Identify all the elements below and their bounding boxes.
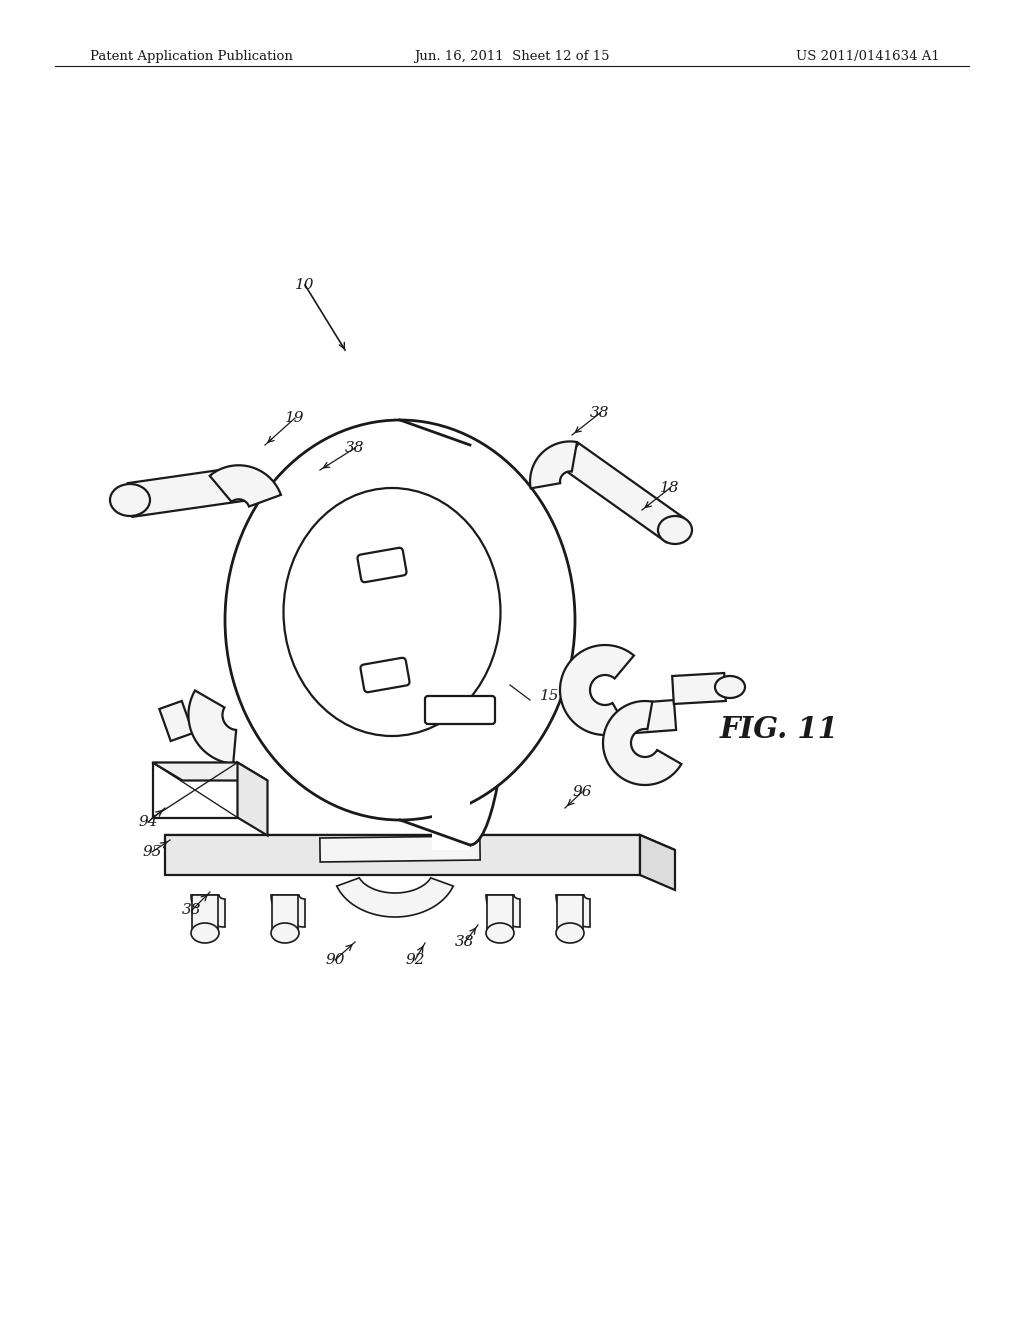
Ellipse shape bbox=[110, 484, 150, 516]
Polygon shape bbox=[153, 763, 267, 780]
Text: US 2011/0141634 A1: US 2011/0141634 A1 bbox=[797, 50, 940, 63]
Ellipse shape bbox=[284, 488, 501, 737]
Ellipse shape bbox=[431, 445, 509, 845]
Ellipse shape bbox=[271, 923, 299, 942]
FancyBboxPatch shape bbox=[357, 548, 407, 582]
Polygon shape bbox=[193, 895, 218, 931]
Text: 38: 38 bbox=[590, 407, 609, 420]
Text: 19: 19 bbox=[286, 411, 305, 425]
Text: 38: 38 bbox=[345, 441, 365, 455]
Polygon shape bbox=[640, 836, 675, 890]
Polygon shape bbox=[271, 895, 305, 927]
Polygon shape bbox=[211, 768, 249, 808]
Ellipse shape bbox=[225, 420, 575, 820]
Text: 18: 18 bbox=[660, 480, 680, 495]
Text: Patent Application Publication: Patent Application Publication bbox=[90, 50, 293, 63]
FancyBboxPatch shape bbox=[425, 696, 495, 723]
Polygon shape bbox=[530, 441, 577, 488]
Text: 15: 15 bbox=[540, 689, 559, 704]
FancyBboxPatch shape bbox=[360, 657, 410, 692]
Polygon shape bbox=[603, 701, 681, 785]
Polygon shape bbox=[487, 895, 513, 931]
Polygon shape bbox=[557, 895, 583, 931]
Polygon shape bbox=[672, 673, 726, 704]
Polygon shape bbox=[561, 444, 684, 543]
Bar bbox=[153, 763, 238, 817]
Text: 96: 96 bbox=[572, 785, 592, 799]
Polygon shape bbox=[556, 895, 590, 927]
Text: 90: 90 bbox=[326, 953, 345, 968]
Bar bbox=[431, 440, 470, 850]
Polygon shape bbox=[238, 763, 267, 836]
Polygon shape bbox=[188, 690, 237, 764]
Ellipse shape bbox=[658, 516, 692, 544]
Text: 38: 38 bbox=[182, 903, 202, 917]
Polygon shape bbox=[160, 701, 194, 741]
Text: 94: 94 bbox=[138, 814, 158, 829]
Text: Jun. 16, 2011  Sheet 12 of 15: Jun. 16, 2011 Sheet 12 of 15 bbox=[415, 50, 609, 63]
Polygon shape bbox=[319, 836, 480, 862]
Text: 95: 95 bbox=[142, 845, 162, 859]
Polygon shape bbox=[128, 466, 249, 517]
Ellipse shape bbox=[191, 923, 219, 942]
Polygon shape bbox=[165, 836, 640, 875]
Text: 10: 10 bbox=[295, 279, 314, 292]
Ellipse shape bbox=[556, 923, 584, 942]
Text: 92: 92 bbox=[406, 953, 425, 968]
Polygon shape bbox=[272, 895, 298, 931]
Polygon shape bbox=[634, 700, 676, 733]
Polygon shape bbox=[560, 645, 634, 735]
Polygon shape bbox=[210, 465, 281, 507]
Polygon shape bbox=[191, 895, 225, 927]
Text: 38: 38 bbox=[456, 935, 475, 949]
Polygon shape bbox=[165, 836, 675, 850]
Text: FIG. 11: FIG. 11 bbox=[720, 715, 839, 744]
Polygon shape bbox=[337, 878, 454, 917]
Ellipse shape bbox=[715, 676, 745, 698]
Ellipse shape bbox=[486, 923, 514, 942]
Polygon shape bbox=[486, 895, 520, 927]
